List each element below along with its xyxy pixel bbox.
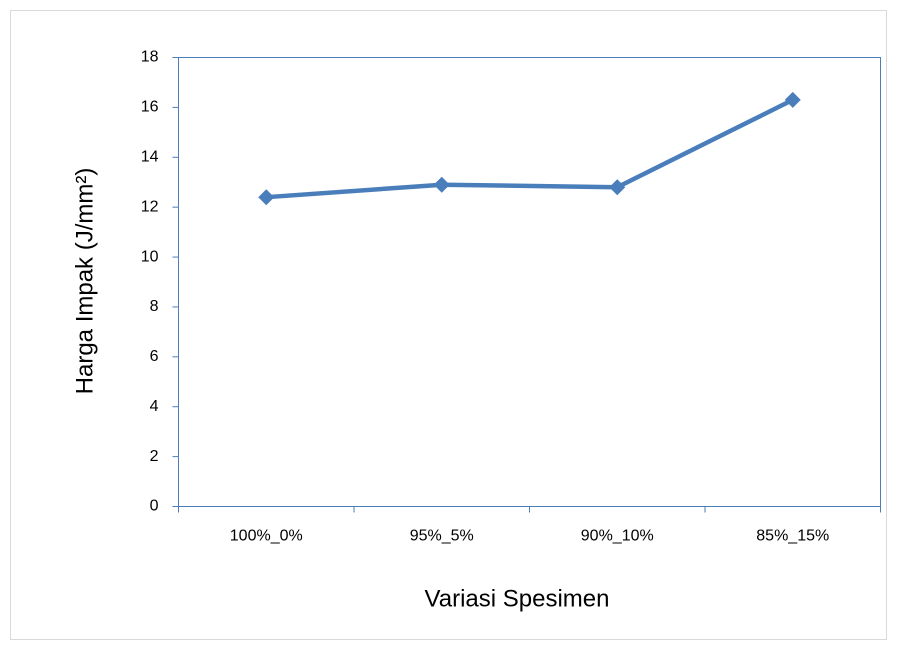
data-point bbox=[609, 179, 626, 196]
y-tick-label: 4 bbox=[150, 398, 159, 415]
y-tick-label: 12 bbox=[141, 198, 159, 215]
y-tick-label: 0 bbox=[150, 498, 159, 515]
x-axis-label: Variasi Spesimen bbox=[425, 585, 610, 612]
y-tick-label: 6 bbox=[150, 348, 159, 365]
y-tick-label: 2 bbox=[150, 448, 159, 465]
data-point bbox=[433, 176, 450, 193]
x-tick-label: 85%_15% bbox=[756, 528, 829, 545]
data-point bbox=[784, 91, 801, 108]
y-tick-label: 8 bbox=[150, 298, 159, 315]
y-tick-label: 14 bbox=[141, 148, 159, 165]
x-tick-label: 90%_10% bbox=[581, 528, 654, 545]
y-tick-label: 18 bbox=[141, 49, 159, 66]
y-axis-label: Harga Impak (J/mm²) bbox=[71, 168, 98, 395]
data-point bbox=[258, 189, 275, 206]
chart-frame bbox=[10, 10, 887, 640]
data-line bbox=[266, 97, 794, 200]
x-tick-label: 95%_5% bbox=[410, 528, 474, 545]
x-tick-label: 100%_0% bbox=[230, 528, 303, 545]
y-tick-label: 16 bbox=[141, 99, 159, 116]
y-tick-label: 10 bbox=[141, 248, 159, 265]
